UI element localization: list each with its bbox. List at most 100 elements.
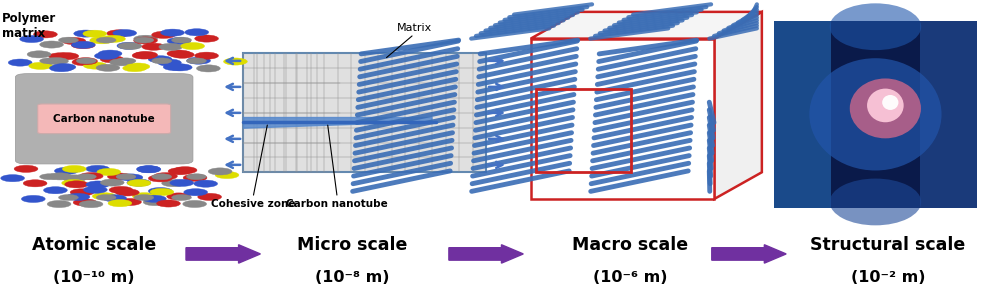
Circle shape (83, 186, 107, 193)
Circle shape (126, 63, 150, 70)
Circle shape (154, 173, 178, 180)
Circle shape (162, 180, 186, 187)
Circle shape (107, 30, 131, 37)
Circle shape (143, 198, 167, 206)
Circle shape (194, 52, 218, 59)
Circle shape (116, 174, 136, 180)
Circle shape (71, 41, 95, 48)
Text: Macro scale: Macro scale (571, 236, 688, 254)
Circle shape (40, 174, 60, 180)
Circle shape (27, 51, 51, 58)
Circle shape (115, 189, 139, 196)
Circle shape (86, 181, 110, 188)
FancyBboxPatch shape (38, 104, 171, 134)
Circle shape (109, 59, 133, 66)
Circle shape (83, 30, 107, 37)
Text: Carbon nanotube: Carbon nanotube (287, 199, 388, 209)
Ellipse shape (829, 178, 922, 225)
Circle shape (71, 42, 95, 49)
Text: Structural scale: Structural scale (810, 236, 965, 254)
Circle shape (172, 195, 191, 200)
Circle shape (73, 58, 97, 65)
Circle shape (215, 171, 239, 178)
Circle shape (127, 179, 151, 187)
Circle shape (134, 51, 158, 59)
Circle shape (101, 35, 125, 42)
Text: (10⁻⁶ m): (10⁻⁶ m) (592, 270, 668, 285)
Circle shape (59, 195, 78, 200)
Circle shape (34, 31, 58, 38)
Circle shape (113, 29, 137, 37)
Circle shape (169, 64, 192, 71)
Circle shape (118, 198, 142, 206)
Circle shape (55, 53, 78, 60)
Ellipse shape (867, 89, 904, 122)
Circle shape (168, 168, 191, 175)
Circle shape (186, 174, 206, 180)
Circle shape (76, 58, 96, 64)
Circle shape (29, 62, 53, 69)
Circle shape (109, 187, 133, 194)
Circle shape (194, 35, 218, 42)
Circle shape (70, 189, 94, 196)
Circle shape (22, 195, 46, 203)
Circle shape (149, 187, 173, 195)
Circle shape (64, 181, 88, 188)
Circle shape (62, 37, 85, 45)
Circle shape (137, 166, 161, 173)
Circle shape (123, 64, 147, 72)
Text: Carbon nanotube: Carbon nanotube (54, 114, 155, 124)
FancyArrow shape (448, 245, 524, 263)
Circle shape (66, 193, 90, 200)
FancyArrow shape (711, 245, 786, 263)
Bar (243, 53, 486, 172)
Circle shape (40, 41, 63, 48)
Circle shape (150, 188, 174, 195)
Circle shape (149, 175, 173, 182)
Circle shape (117, 42, 141, 49)
Circle shape (161, 29, 185, 36)
Text: Atomic scale: Atomic scale (32, 236, 157, 254)
Circle shape (170, 179, 193, 187)
Circle shape (98, 50, 122, 57)
Circle shape (134, 35, 158, 42)
Circle shape (134, 195, 154, 200)
FancyBboxPatch shape (15, 74, 192, 164)
Circle shape (107, 173, 131, 180)
Circle shape (72, 59, 96, 66)
Circle shape (108, 200, 132, 207)
Circle shape (8, 59, 32, 66)
Circle shape (97, 168, 121, 176)
Circle shape (1, 175, 25, 182)
Circle shape (62, 165, 86, 173)
Circle shape (23, 180, 47, 187)
Circle shape (100, 179, 124, 186)
Circle shape (20, 35, 44, 42)
Circle shape (132, 52, 156, 59)
Circle shape (223, 58, 247, 65)
Circle shape (55, 167, 78, 174)
Circle shape (92, 193, 116, 200)
Circle shape (159, 43, 183, 50)
Circle shape (167, 193, 190, 200)
Ellipse shape (882, 95, 899, 110)
Circle shape (157, 200, 181, 207)
Circle shape (143, 195, 167, 202)
Circle shape (174, 167, 197, 174)
Bar (774, 21, 977, 208)
Circle shape (193, 180, 217, 187)
Circle shape (103, 195, 127, 202)
Text: Micro scale: Micro scale (297, 236, 408, 254)
Text: (10⁻¹⁰ m): (10⁻¹⁰ m) (54, 270, 135, 285)
Circle shape (172, 37, 191, 43)
Circle shape (79, 173, 103, 180)
Circle shape (45, 58, 68, 65)
Bar (774, 21, 830, 208)
Circle shape (62, 175, 86, 182)
Circle shape (96, 64, 120, 71)
Bar (536, 89, 631, 172)
Circle shape (196, 65, 220, 72)
Circle shape (167, 50, 190, 57)
Ellipse shape (829, 3, 922, 50)
Circle shape (40, 58, 60, 64)
